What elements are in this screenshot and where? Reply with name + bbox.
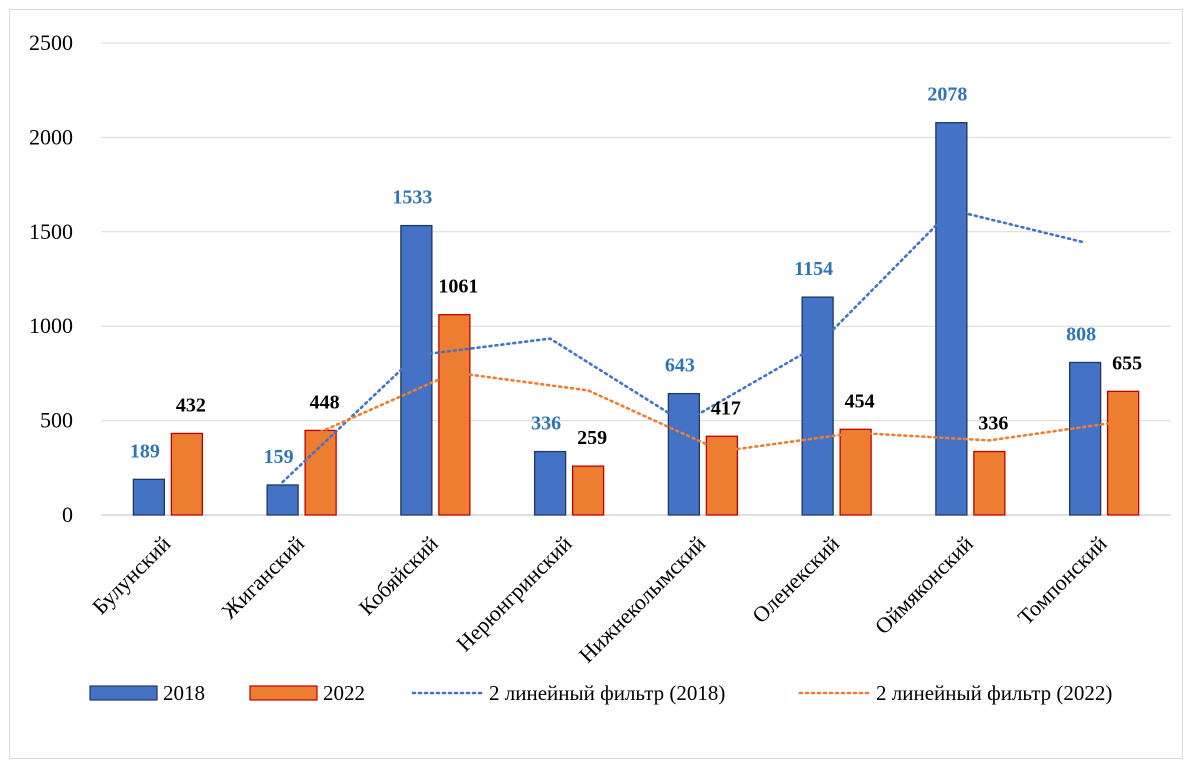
bar-2022 xyxy=(839,428,872,516)
legend-label: 2 линейный фильтр (2022) xyxy=(876,681,1112,705)
y-tick-label: 1500 xyxy=(29,219,73,244)
data-label: 454 xyxy=(845,390,875,412)
trendline xyxy=(319,371,1125,453)
data-label: 159 xyxy=(264,446,294,468)
legend: 2018 2022 2 линейный фильтр (2018) 2 линейн… xyxy=(89,681,1112,705)
bar-2018 xyxy=(400,224,433,516)
y-tick-label: 0 xyxy=(62,502,73,527)
gridlines xyxy=(101,42,1171,516)
data-label: 448 xyxy=(310,391,340,413)
data-label: 189 xyxy=(130,440,160,462)
data-label: 336 xyxy=(978,413,1008,435)
legend-label: 2022 xyxy=(323,681,365,705)
category-label: Булунский xyxy=(87,531,175,619)
data-label: 1061 xyxy=(438,276,478,298)
legend-swatch xyxy=(249,685,318,701)
y-tick-label: 500 xyxy=(40,408,73,433)
data-label: 2078 xyxy=(927,84,967,106)
trendline xyxy=(281,208,1087,484)
data-labels: 189 159 1533 336 643 1154 2078 808 432 448 1061 259… xyxy=(130,84,1142,468)
category-label: Нерюнгринский xyxy=(451,531,577,657)
data-label: 417 xyxy=(711,397,741,419)
bar-2022 xyxy=(571,465,605,516)
bar-chart: 0 500 1000 1500 2000 2500 189 159 1533 336 643 115… xyxy=(29,30,1171,705)
category-label: Томпонский xyxy=(1013,531,1112,630)
data-label: 1154 xyxy=(794,258,833,280)
bar-2018 xyxy=(667,392,701,516)
bar-2018 xyxy=(1068,361,1102,516)
data-label: 643 xyxy=(665,355,695,377)
data-label: 655 xyxy=(1112,352,1142,374)
bar-2022 xyxy=(1106,390,1140,516)
bar-2018 xyxy=(935,122,968,516)
bar-2022 xyxy=(304,429,337,516)
bar-2022 xyxy=(170,432,204,516)
bar-2018 xyxy=(132,478,166,516)
data-label: 1533 xyxy=(392,187,432,209)
bar-2022 xyxy=(973,450,1006,516)
legend-label: 2018 xyxy=(163,681,205,705)
y-axis-ticks: 0 500 1000 1500 2000 2500 xyxy=(29,30,73,527)
data-label: 259 xyxy=(577,427,607,449)
bar-2018 xyxy=(266,484,299,516)
legend-swatch xyxy=(89,685,158,701)
category-label: Нижнеколымский xyxy=(574,531,711,668)
category-label: Оленекский xyxy=(747,531,844,628)
y-tick-label: 1000 xyxy=(29,313,73,338)
data-label: 336 xyxy=(531,413,561,435)
data-label: 808 xyxy=(1066,323,1096,345)
chart-frame: 0 500 1000 1500 2000 2500 189 159 1533 336 643 115… xyxy=(9,9,1183,759)
category-label: Жиганский xyxy=(216,531,309,624)
data-label: 432 xyxy=(176,394,206,416)
bar-2018 xyxy=(801,296,834,516)
legend-label: 2 линейный фильтр (2018) xyxy=(489,681,725,705)
x-axis-categories: Булунский Жиганский Кобяйский Нерюнгринский… xyxy=(87,531,1112,668)
bar-2022 xyxy=(438,314,471,516)
bar-2022 xyxy=(705,435,739,516)
trendlines xyxy=(281,208,1125,484)
y-tick-label: 2500 xyxy=(29,30,73,55)
category-label: Оймяконский xyxy=(870,531,978,639)
y-tick-label: 2000 xyxy=(29,124,73,149)
category-label: Кобяйский xyxy=(354,531,443,620)
bar-2018 xyxy=(533,450,567,516)
